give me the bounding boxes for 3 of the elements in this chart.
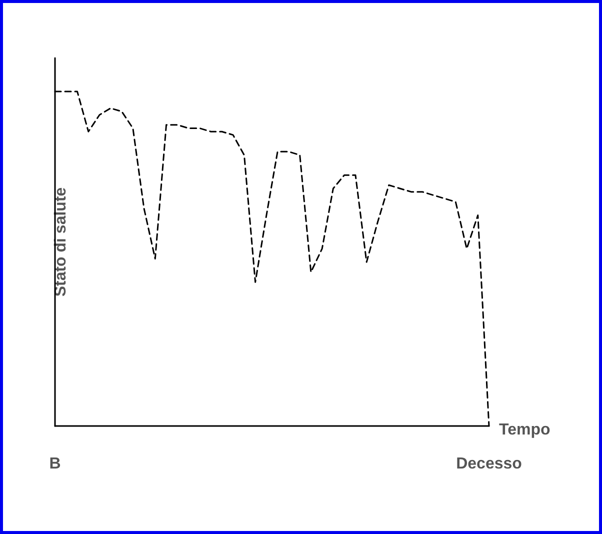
x-axis-title: Tempo (499, 422, 550, 438)
x-tick-label: Decesso (456, 456, 522, 472)
x-tick-label: B (49, 456, 61, 472)
